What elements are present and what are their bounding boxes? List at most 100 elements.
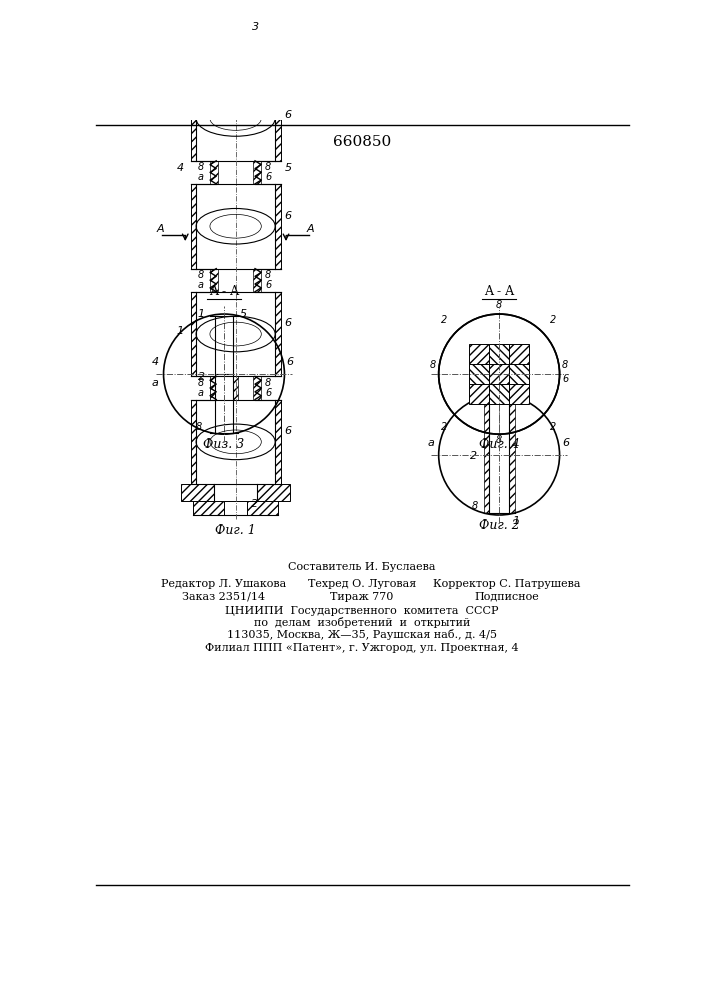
Text: 2: 2	[441, 422, 448, 432]
Text: 3: 3	[252, 22, 259, 32]
Text: 2: 2	[550, 422, 556, 432]
Text: 8: 8	[198, 378, 204, 388]
Text: 8: 8	[265, 270, 271, 280]
Bar	[193, 501, 279, 515]
Text: 5: 5	[517, 393, 524, 403]
Text: a: a	[427, 438, 434, 448]
Text: 4: 4	[152, 357, 159, 367]
Text: 6: 6	[284, 110, 291, 120]
Text: 1: 1	[198, 309, 205, 319]
Text: 6: 6	[284, 318, 291, 328]
Text: 8: 8	[429, 360, 436, 370]
Text: 6: 6	[287, 357, 294, 367]
Bar	[233, 316, 238, 433]
Text: 1: 1	[177, 326, 184, 336]
Text: 2: 2	[199, 372, 206, 382]
Text: 2: 2	[550, 315, 556, 325]
Text: 8: 8	[472, 501, 477, 511]
Bar	[509, 396, 515, 513]
Text: a: a	[198, 280, 204, 290]
Bar	[214, 484, 257, 501]
Bar	[489, 344, 509, 364]
Text: A - A: A - A	[484, 366, 514, 379]
Bar	[484, 396, 489, 513]
Text: 8: 8	[198, 162, 204, 172]
Bar	[469, 364, 489, 384]
Text: 8: 8	[495, 435, 501, 445]
Text: ЦНИИПИ  Государственного  комитета  СССР: ЦНИИПИ Государственного комитета СССР	[226, 606, 498, 616]
Text: a: a	[152, 378, 159, 388]
Text: 4: 4	[469, 393, 477, 403]
Bar	[210, 316, 216, 433]
Text: 6: 6	[265, 388, 271, 398]
Bar	[275, 76, 281, 161]
Bar	[191, 184, 196, 269]
Text: 6: 6	[562, 374, 568, 384]
Text: 8: 8	[265, 162, 271, 172]
Text: 8: 8	[198, 270, 204, 280]
Text: 6: 6	[265, 280, 271, 290]
Text: Фиг. 4: Фиг. 4	[479, 438, 520, 451]
Bar	[210, 376, 218, 400]
Text: 4: 4	[177, 163, 184, 173]
Text: Фиг. 1: Фиг. 1	[215, 524, 256, 537]
Bar	[191, 59, 281, 76]
Bar	[469, 384, 489, 404]
Text: A: A	[307, 224, 315, 234]
Text: Тираж 770: Тираж 770	[330, 592, 394, 602]
Bar	[210, 161, 218, 184]
Text: 5: 5	[284, 163, 291, 173]
Bar	[253, 376, 261, 400]
Text: Подписное: Подписное	[474, 592, 539, 602]
Text: Техред О. Луговая: Техред О. Луговая	[308, 579, 416, 589]
Text: Редактор Л. Ушакова: Редактор Л. Ушакова	[161, 579, 286, 589]
Bar	[196, 59, 275, 76]
Bar	[275, 184, 281, 269]
Bar	[253, 269, 261, 292]
Text: 8: 8	[495, 300, 501, 310]
Bar	[489, 396, 509, 513]
Bar	[222, 38, 250, 59]
Bar	[216, 316, 233, 433]
Text: 660850: 660850	[333, 135, 391, 149]
Text: 5: 5	[240, 309, 247, 319]
Bar	[191, 400, 196, 484]
Text: 8: 8	[196, 422, 202, 432]
Bar	[509, 384, 530, 404]
Bar	[182, 484, 290, 501]
Text: a: a	[198, 388, 204, 398]
Text: Заказ 2351/14: Заказ 2351/14	[182, 592, 266, 602]
Bar	[191, 76, 196, 161]
Text: a: a	[198, 172, 204, 182]
Text: 1: 1	[513, 516, 520, 526]
Bar	[253, 161, 261, 184]
Text: Филиал ППП «Патент», г. Ужгород, ул. Проектная, 4: Филиал ППП «Патент», г. Ужгород, ул. Про…	[205, 643, 519, 653]
Bar	[509, 364, 530, 384]
Text: Физ. 3: Физ. 3	[204, 438, 245, 451]
Text: Корректор С. Патрушева: Корректор С. Патрушева	[433, 579, 580, 589]
Text: 2: 2	[441, 315, 448, 325]
Text: по  делам  изобретений  и  открытий: по делам изобретений и открытий	[254, 617, 470, 628]
Bar	[275, 400, 281, 484]
Bar	[509, 344, 530, 364]
Text: A: A	[157, 224, 164, 234]
Bar	[196, 292, 275, 376]
Text: 8: 8	[562, 360, 568, 370]
Text: 6: 6	[265, 172, 271, 182]
Bar	[227, 38, 244, 59]
Bar	[196, 76, 275, 161]
Bar	[191, 292, 196, 376]
Bar	[196, 184, 275, 269]
Bar	[196, 400, 275, 484]
Bar	[210, 269, 218, 292]
Bar	[489, 364, 509, 384]
Text: Фиг. 2: Фиг. 2	[479, 519, 520, 532]
Text: A - A: A - A	[484, 285, 514, 298]
Text: 2: 2	[251, 499, 258, 509]
Text: 6: 6	[562, 438, 569, 448]
Text: 6: 6	[284, 211, 291, 221]
Text: 8: 8	[265, 378, 271, 388]
Bar	[275, 292, 281, 376]
Text: Составитель И. Буслаева: Составитель И. Буслаева	[288, 562, 436, 572]
Bar	[216, 31, 256, 38]
